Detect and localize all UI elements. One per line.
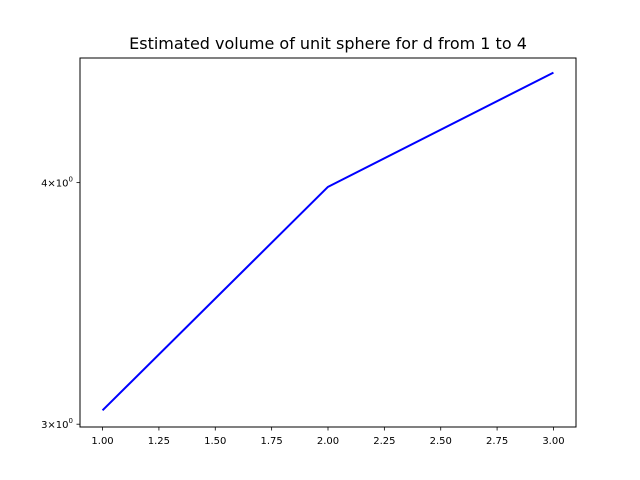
chart-title: Estimated volume of unit sphere for d fr…	[129, 34, 527, 53]
x-tick-label: 2.75	[486, 436, 508, 447]
x-tick-label: 2.25	[373, 436, 395, 447]
x-tick-label: 3.00	[542, 436, 564, 447]
y-axis: 3×100 4×100	[41, 176, 80, 431]
y-tick-label: 3×100	[41, 417, 73, 431]
plot-area	[101, 71, 554, 412]
x-tick-label: 1.75	[261, 436, 283, 447]
axes-frame	[79, 57, 577, 428]
x-tick-label: 1.25	[148, 436, 170, 447]
x-axis: 1.00 1.25 1.50 1.75 2.00 2.25 2.50 2.75 3.00	[91, 427, 565, 447]
y-tick-label: 4×100	[41, 176, 73, 190]
x-tick-label: 1.50	[204, 436, 226, 447]
series-line-0	[101, 71, 554, 412]
x-tick-label: 2.00	[317, 436, 339, 447]
x-tick-label: 1.00	[91, 436, 113, 447]
x-tick-label: 2.50	[430, 436, 452, 447]
